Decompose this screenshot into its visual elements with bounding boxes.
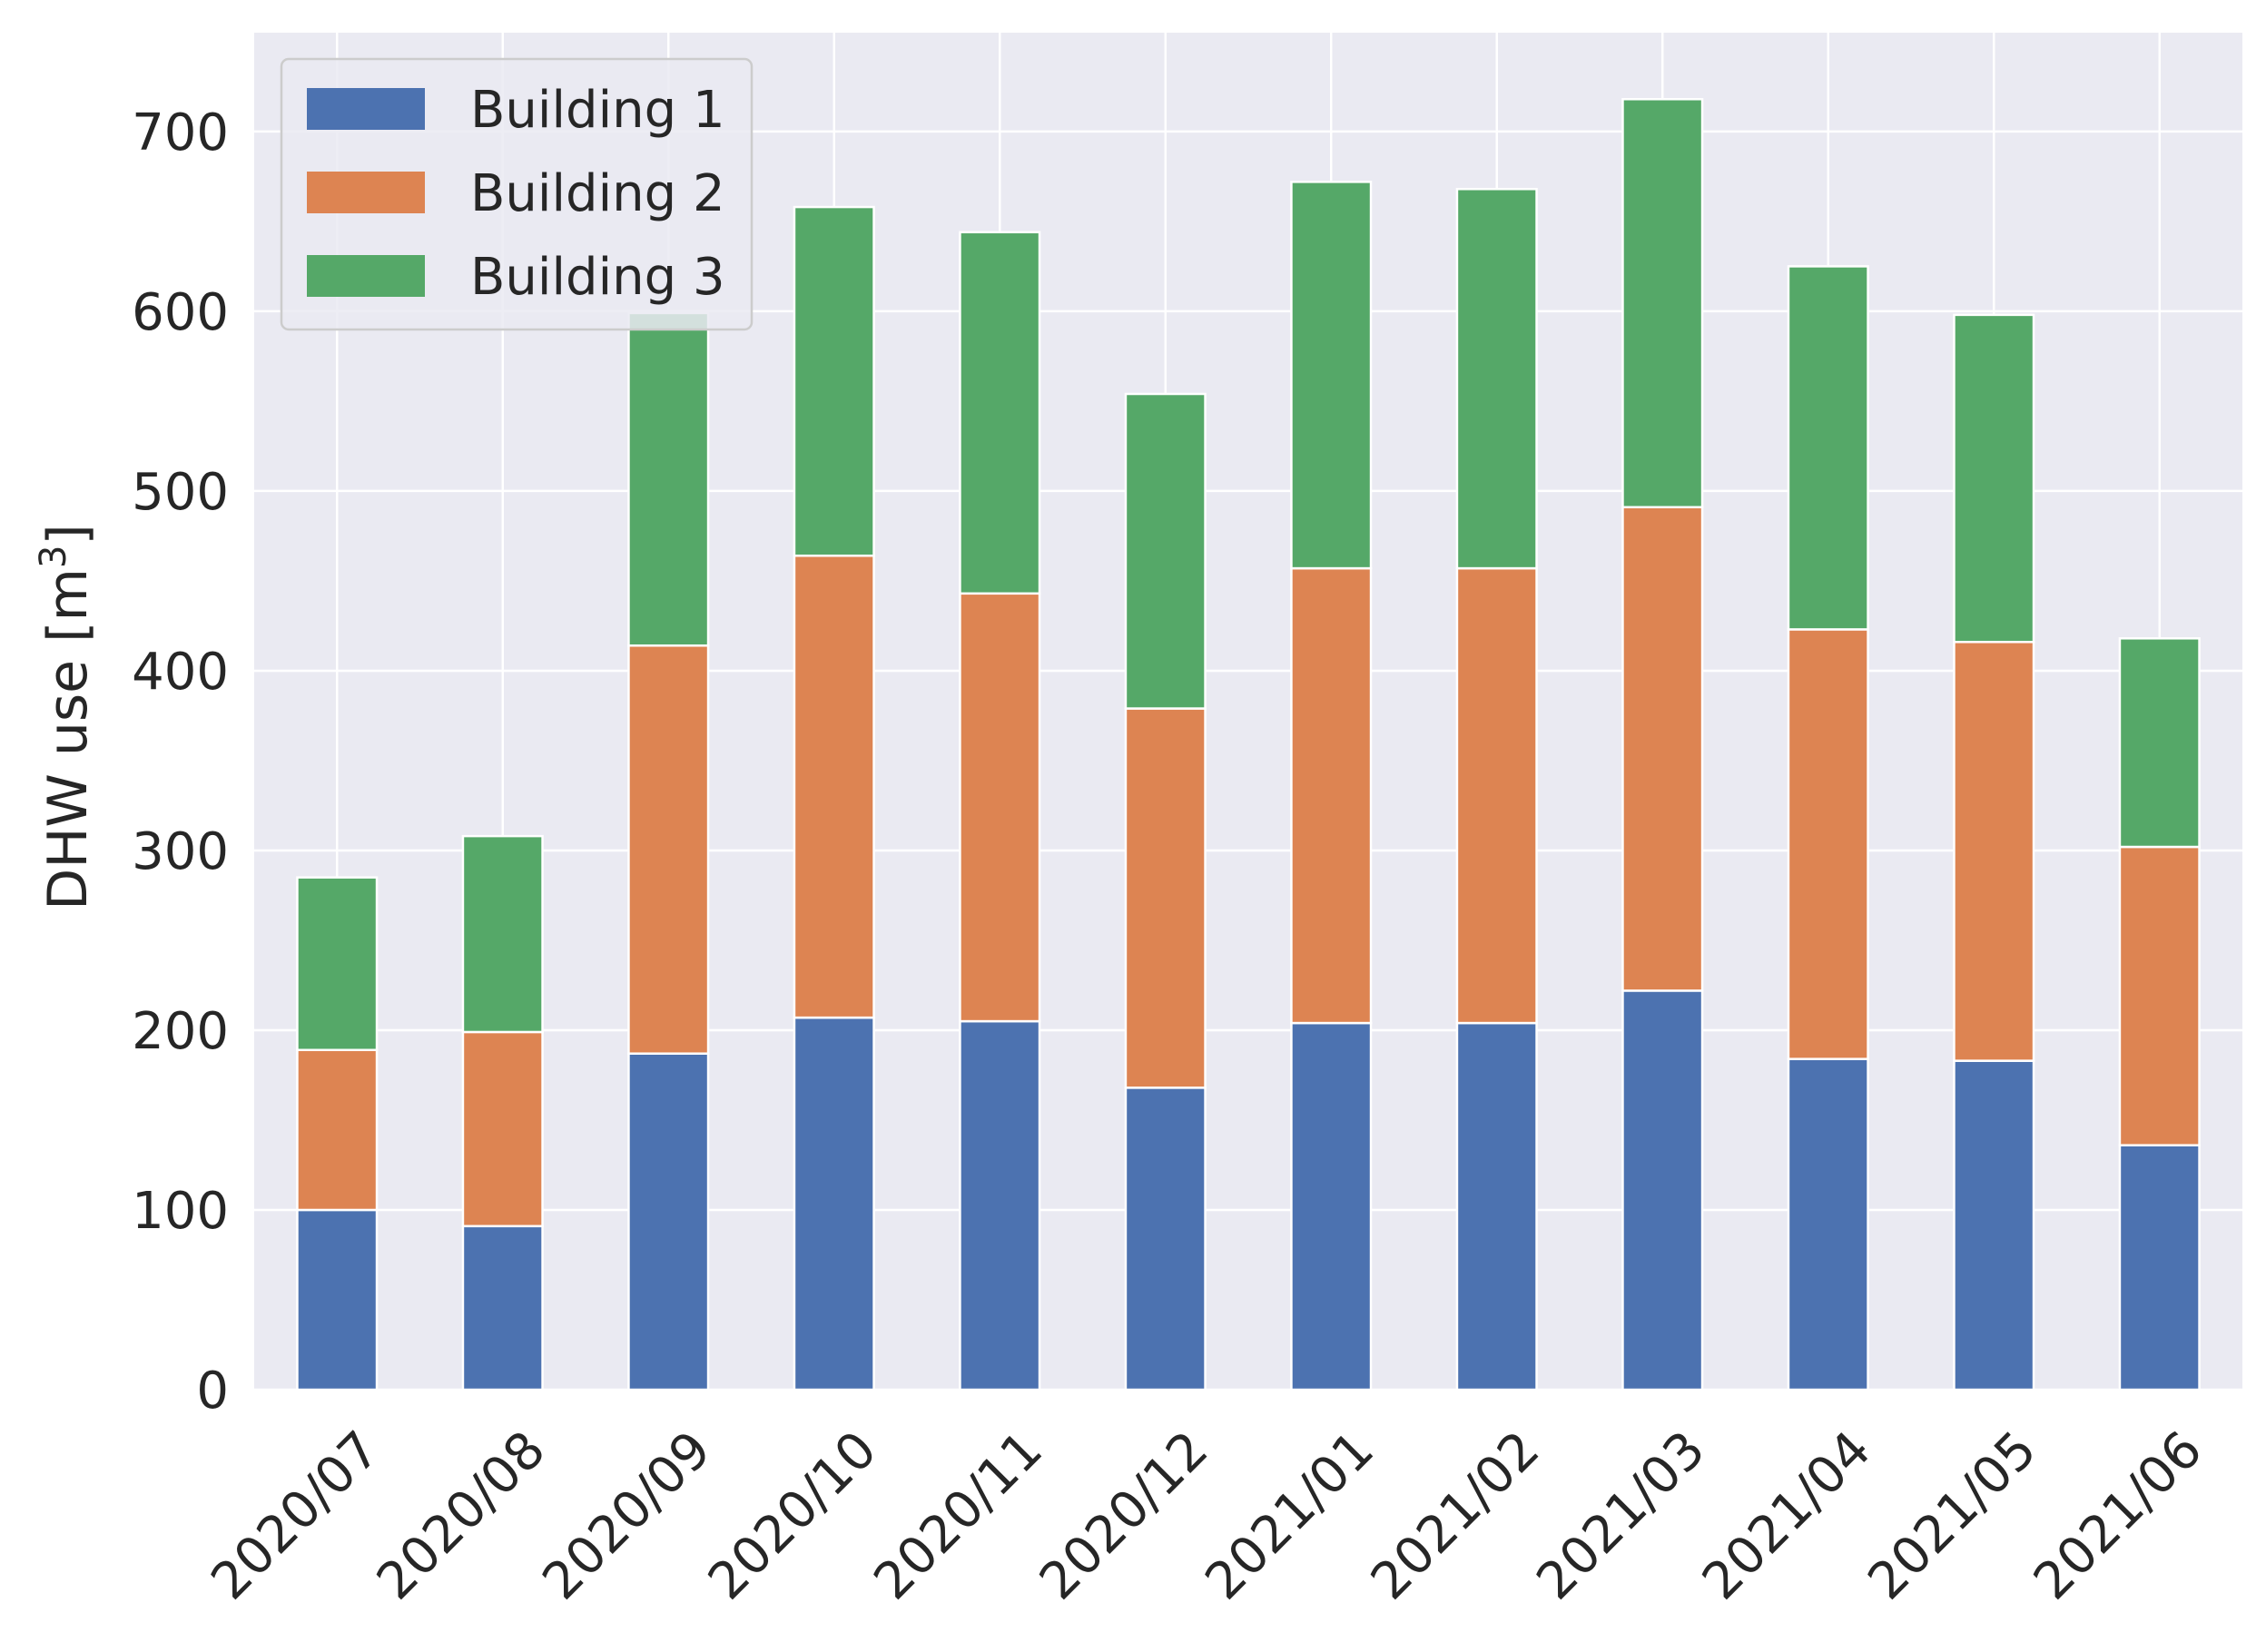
bar-3-2021/02 xyxy=(1455,188,1538,570)
bar-1-2020/09 xyxy=(627,1052,710,1391)
bar-2-2020/08 xyxy=(461,1030,544,1228)
x-tick-labels: 2020/072020/082020/092020/102020/112020/… xyxy=(200,1421,2213,1611)
y-tick-label-4: 400 xyxy=(132,643,229,702)
bar-2-2021/03 xyxy=(1621,506,1704,992)
y-tick-label-1: 100 xyxy=(132,1182,229,1241)
y-tick-labels: 0 100 200 300 400 500 600 700 xyxy=(132,103,229,1421)
x-tick-label-6: 2021/01 xyxy=(1194,1421,1384,1611)
legend-swatch-3 xyxy=(307,255,425,297)
legend-label-1: Building 1 xyxy=(470,81,725,140)
legend: Building 1 Building 2 Building 3 xyxy=(280,57,754,331)
bar-1-2021/03 xyxy=(1621,989,1704,1391)
y-tick-label-5: 500 xyxy=(132,463,229,522)
x-tick-label-11: 2021/06 xyxy=(2023,1421,2213,1611)
bar-3-2020/11 xyxy=(959,231,1041,595)
bar-2-2021/05 xyxy=(1953,641,2035,1062)
bar-3-2020/10 xyxy=(793,205,875,557)
bar-3-2020/12 xyxy=(1124,392,1207,710)
x-tick-label-5: 2020/12 xyxy=(1029,1421,1219,1611)
bar-1-2020/10 xyxy=(793,1016,875,1391)
y-tick-label-0: 0 xyxy=(196,1362,229,1421)
legend-label-3: Building 3 xyxy=(470,248,725,307)
x-tick-label-3: 2020/10 xyxy=(697,1421,888,1611)
bar-3-2020/09 xyxy=(627,311,710,647)
bar-1-2021/01 xyxy=(1290,1021,1373,1391)
bar-1-2020/07 xyxy=(296,1208,379,1391)
y-axis-label-text: DHW use [m xyxy=(36,568,100,910)
bar-3-2021/05 xyxy=(1953,313,2035,644)
y-tick-label-6: 600 xyxy=(132,283,229,342)
bar-1-2021/02 xyxy=(1455,1021,1538,1391)
x-tick-label-4: 2020/11 xyxy=(862,1421,1053,1611)
bar-3-2020/07 xyxy=(296,876,379,1052)
legend-label-2: Building 2 xyxy=(470,164,725,223)
bar-2-2021/06 xyxy=(2118,845,2201,1146)
bar-2-2020/09 xyxy=(627,644,710,1055)
x-tick-label-7: 2021/02 xyxy=(1360,1421,1551,1611)
y-tick-label-7: 700 xyxy=(132,103,229,162)
bars xyxy=(296,98,2201,1391)
bar-2-2020/11 xyxy=(959,592,1041,1023)
bar-1-2021/04 xyxy=(1787,1057,1869,1391)
y-tick-label-3: 300 xyxy=(132,822,229,881)
bar-3-2021/01 xyxy=(1290,181,1373,570)
bar-1-2020/11 xyxy=(959,1019,1041,1391)
y-tick-label-2: 200 xyxy=(132,1002,229,1061)
bar-1-2021/06 xyxy=(2118,1144,2201,1391)
bar-2-2020/10 xyxy=(793,554,875,1019)
bar-1-2020/08 xyxy=(461,1224,544,1391)
x-tick-label-8: 2021/03 xyxy=(1525,1421,1716,1611)
bar-2-2020/07 xyxy=(296,1048,379,1212)
bar-2-2021/02 xyxy=(1455,566,1538,1025)
x-tick-label-0: 2020/07 xyxy=(200,1421,390,1611)
x-tick-label-2: 2020/09 xyxy=(531,1421,722,1611)
bar-2-2021/01 xyxy=(1290,566,1373,1025)
x-tick-label-1: 2020/08 xyxy=(366,1421,557,1611)
bar-1-2021/05 xyxy=(1953,1059,2035,1391)
legend-swatch-1 xyxy=(307,88,425,130)
bar-1-2020/12 xyxy=(1124,1087,1207,1391)
bar-2-2021/04 xyxy=(1787,628,1869,1060)
y-axis-label-superscript: 3 xyxy=(33,546,74,568)
bar-3-2021/04 xyxy=(1787,265,1869,631)
bar-3-2021/03 xyxy=(1621,98,1704,509)
bar-3-2021/06 xyxy=(2118,637,2201,849)
legend-swatch-2 xyxy=(307,172,425,213)
bar-3-2020/08 xyxy=(461,834,544,1034)
x-tick-label-9: 2021/04 xyxy=(1691,1421,1882,1611)
y-axis-label-suffix: ] xyxy=(36,524,100,545)
x-tick-label-10: 2021/05 xyxy=(1857,1421,2047,1611)
bar-2-2020/12 xyxy=(1124,707,1207,1089)
y-axis-label: DHW use [m3] xyxy=(33,524,100,910)
